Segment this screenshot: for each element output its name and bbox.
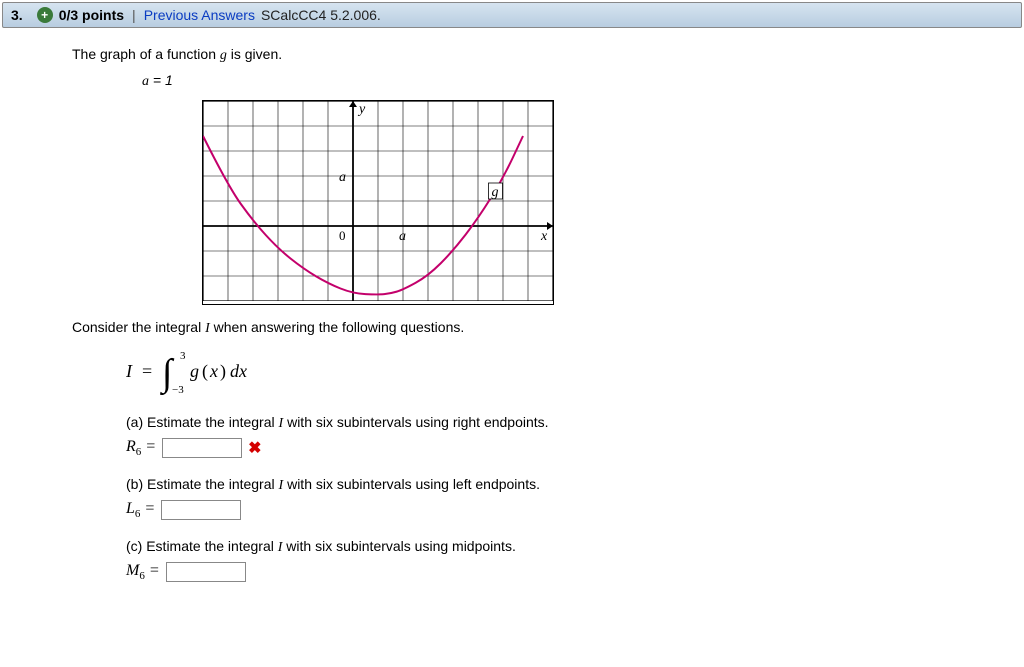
part-c-text: (c) Estimate the integral I with six sub… [126,538,972,556]
graph-svg: y x 0 a a g [203,101,553,301]
question-header: 3. + 0/3 points | Previous Answers SCalc… [2,2,1022,28]
integral-expression: I = ∫ 3 −3 g ( x ) dx [126,345,972,400]
integrand-x: x [209,361,218,381]
integral-svg: I = ∫ 3 −3 g ( x ) dx [126,345,286,395]
part-a-tail: with six subintervals using right endpoi… [283,414,548,430]
part-c-tail: with six subintervals using midpoints. [282,538,515,554]
integrand-arg: ( [202,361,208,382]
integrand-arg2: ) [220,361,226,382]
points-text: 0/3 points [59,7,124,23]
part-c-sym: M [126,562,139,579]
svg-text:y: y [357,102,366,117]
part-b-sym: L [126,500,135,517]
part-a-answer: R6 = ✖ [126,438,972,458]
part-b-label: (b) Estimate the integral [126,476,279,492]
part-a-symbol: R6 = [126,438,156,458]
integral-eq: = [142,361,152,381]
question-number: 3. [11,7,23,23]
part-b-symbol: L6 = [126,500,155,520]
part-c-symbol: M6 = [126,562,160,582]
previous-answers-link[interactable]: Previous Answers [144,7,255,23]
svg-text:a: a [339,170,346,185]
consider-text: Consider the integral I when answering t… [72,319,972,337]
integrand-fn: g [190,361,199,381]
graph: y x 0 a a g [202,100,972,305]
plus-icon[interactable]: + [37,7,53,23]
prompt: The graph of a function g is given. [72,46,972,64]
svg-text:a: a [399,229,406,244]
integral-I: I [126,361,133,381]
part-a-eq: = [141,438,156,455]
part-a-input[interactable] [162,438,242,458]
wrong-icon: ✖ [248,438,261,458]
part-c-eq: = [145,562,160,579]
question-body: The graph of a function g is given. a = … [0,28,1024,619]
source-text: SCalcCC4 5.2.006. [261,7,381,23]
part-b-answer: L6 = [126,500,972,520]
integral-lower: −3 [172,384,184,395]
prompt-fn: g [220,48,227,63]
integrand-dx: dx [230,361,247,381]
consider-pre: Consider the integral [72,319,205,335]
prompt-pre: The graph of a function [72,46,220,62]
part-b-eq: = [140,500,155,517]
part-b-text: (b) Estimate the integral I with six sub… [126,476,972,494]
part-a-sym: R [126,438,136,455]
param-a-eq: = 1 [149,72,173,88]
part-c-label: (c) Estimate the integral [126,538,278,554]
part-c-input[interactable] [166,562,246,582]
part-a-label: (a) Estimate the integral [126,414,279,430]
prompt-post: is given. [227,46,282,62]
param-a: a = 1 [142,72,972,90]
svg-text:0: 0 [339,228,346,243]
svg-text:g: g [492,185,499,200]
part-a-text: (a) Estimate the integral I with six sub… [126,414,972,432]
part-b-tail: with six subintervals using left endpoin… [283,476,540,492]
consider-post: when answering the following questions. [210,319,465,335]
divider: | [132,7,136,23]
integral-upper: 3 [180,350,186,362]
part-b-input[interactable] [161,500,241,520]
svg-text:x: x [540,229,548,244]
param-a-var: a [142,74,149,89]
part-c-answer: M6 = [126,562,972,582]
